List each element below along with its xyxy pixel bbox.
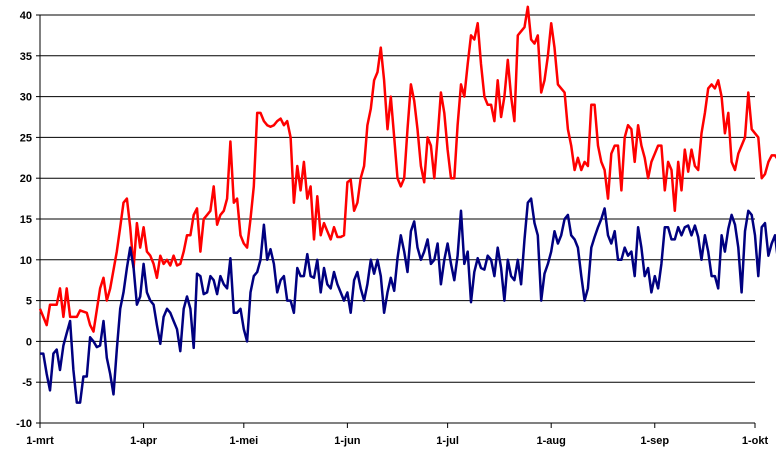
x-tick-label: 1-jul (436, 435, 459, 447)
series-line-blue (40, 197, 776, 404)
y-tick-label: -5 (22, 377, 32, 389)
series-lines (38, 5, 776, 404)
x-tick-label: 1-okt (742, 435, 769, 447)
x-tick-label: 1-jun (334, 435, 361, 447)
x-tick-label: 1-apr (130, 435, 158, 447)
y-tick-label: 15 (20, 214, 32, 226)
y-tick-label: 25 (20, 132, 32, 144)
y-tick-label: 20 (20, 173, 32, 185)
x-tick-labels: 1-mrt 1-apr 1-mei 1-jun 1-jul 1-aug 1-sep 1-okt (26, 435, 768, 447)
x-tick-label: 1-mrt (26, 435, 54, 447)
x-tick-label: 1-mei (229, 435, 258, 447)
x-tick-label: 1-aug (537, 435, 566, 447)
y-tick-label: 5 (26, 296, 32, 308)
y-tick-label: -10 (16, 418, 32, 430)
gridlines (40, 14, 755, 424)
y-tick-label: 35 (20, 51, 32, 63)
series-line-red (38, 5, 776, 333)
y-tick-label: 40 (20, 10, 32, 22)
y-tick-label: 30 (20, 92, 32, 104)
y-tick-labels: -10 -5 0 5 10 15 20 25 30 35 40 (16, 10, 32, 430)
y-tick-label: 0 (26, 336, 32, 348)
x-tick-label: 1-sep (640, 435, 669, 447)
axes (36, 14, 756, 428)
y-tick-label: 10 (20, 255, 32, 267)
